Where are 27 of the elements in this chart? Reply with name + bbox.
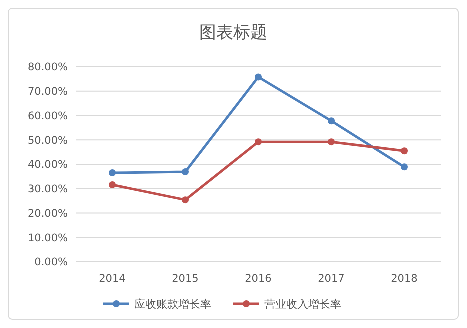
point: [109, 181, 116, 188]
x-tick-label: 2017: [318, 273, 345, 285]
legend-label: 应收账款增长率: [134, 298, 212, 311]
point: [109, 170, 116, 177]
y-tick-label: 70.00%: [28, 86, 68, 98]
x-tick-label: 2018: [391, 273, 418, 285]
point: [255, 74, 262, 81]
x-tick-label: 2016: [245, 273, 272, 285]
y-tick-label: 40.00%: [28, 159, 68, 172]
point: [328, 118, 335, 125]
x-tick-label: 2014: [99, 273, 126, 285]
y-tick-label: 10.00%: [28, 232, 68, 244]
point: [182, 196, 189, 204]
chart-title: 图表标题: [200, 23, 268, 43]
y-tick-label: 20.00%: [28, 208, 68, 220]
point: [401, 164, 408, 171]
legend-label: 营业收入增长率: [264, 298, 342, 311]
y-tick-label: 80.00%: [28, 62, 68, 74]
point: [401, 148, 408, 155]
y-tick-label: 30.00%: [28, 184, 68, 196]
point: [255, 138, 262, 146]
y-tick-label: 0.00%: [34, 256, 68, 269]
x-tick-label: 2015: [172, 273, 199, 285]
point: [328, 138, 335, 146]
point: [182, 168, 189, 176]
y-tick-label: 50.00%: [28, 134, 68, 147]
y-tick-label: 60.00%: [28, 110, 68, 122]
